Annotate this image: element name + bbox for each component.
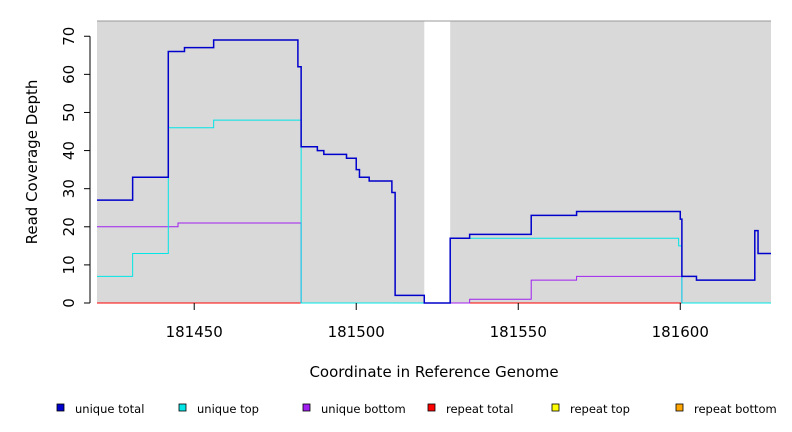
y-tick-label: 50 xyxy=(60,103,78,122)
legend-item: unique total xyxy=(56,402,144,416)
legend-item: unique bottom xyxy=(302,402,406,416)
legend-swatch xyxy=(178,403,187,412)
series-line-unique-bottom xyxy=(97,222,771,304)
legend-label: repeat top xyxy=(570,402,630,416)
y-tick-label: 60 xyxy=(60,65,78,84)
legend-label: unique total xyxy=(75,402,144,416)
x-tick-label: 181600 xyxy=(652,323,709,341)
x-tick-label: 181500 xyxy=(328,323,385,341)
y-tick-label: 70 xyxy=(60,27,78,46)
legend-swatch xyxy=(675,403,684,412)
y-tick-label: 20 xyxy=(60,217,78,236)
y-tick-label: 0 xyxy=(60,298,78,308)
legend-label: repeat total xyxy=(446,402,513,416)
legend-item: repeat top xyxy=(551,402,630,416)
series-line-unique-top xyxy=(97,119,771,304)
y-tick-label: 10 xyxy=(60,255,78,274)
legend-label: repeat bottom xyxy=(694,402,777,416)
legend-label: unique top xyxy=(197,402,259,416)
legend-item: repeat bottom xyxy=(675,402,777,416)
gap-region xyxy=(424,21,451,303)
y-tick-label: 40 xyxy=(60,141,78,160)
y-axis-label: Read Coverage Depth xyxy=(23,80,41,245)
legend-item: unique top xyxy=(178,402,259,416)
legend-swatch xyxy=(302,403,311,412)
legend-item: repeat total xyxy=(427,402,513,416)
x-tick-label: 181550 xyxy=(490,323,547,341)
legend-label: unique bottom xyxy=(321,402,406,416)
legend-swatch xyxy=(551,403,560,412)
series-line-unique-total xyxy=(97,39,771,304)
y-tick-label: 30 xyxy=(60,179,78,198)
x-axis-label: Coordinate in Reference Genome xyxy=(309,363,558,381)
legend-swatch xyxy=(56,403,65,412)
x-tick-label: 181450 xyxy=(166,323,223,341)
legend-swatch xyxy=(427,403,436,412)
